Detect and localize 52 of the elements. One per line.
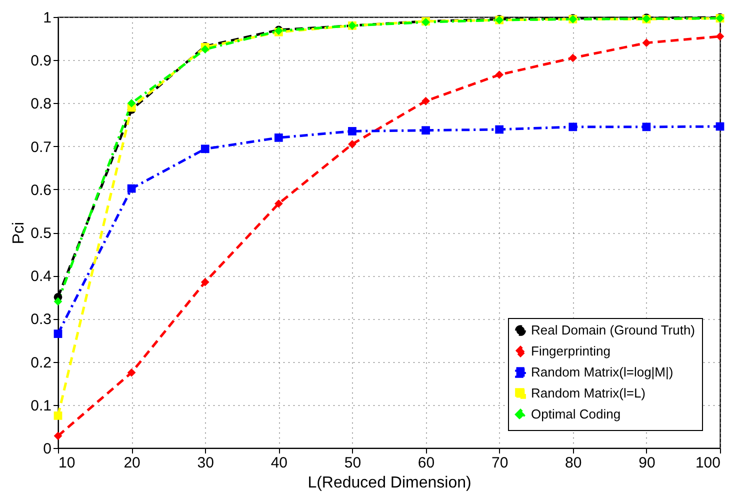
x-axis-title: L(Reduced Dimension) — [308, 474, 472, 492]
point — [54, 432, 62, 440]
x-tick-label: 100 — [695, 454, 720, 472]
point — [422, 96, 430, 106]
legend-label: Random Matrix(l=log|M|) — [531, 364, 674, 380]
point — [642, 38, 651, 48]
point — [127, 99, 136, 108]
point — [274, 199, 283, 208]
x-tick-label: 90 — [638, 454, 656, 472]
point — [127, 368, 136, 377]
y-tick-label: 1 — [43, 10, 52, 26]
point — [200, 278, 210, 286]
y-tick-label: 0.2 — [30, 354, 52, 372]
y-tick-label: 0 — [43, 440, 52, 458]
y-tick-label: 0.8 — [30, 96, 52, 113]
x-tick-label: 40 — [270, 454, 288, 472]
point — [568, 54, 578, 62]
legend-label: Fingerprinting — [531, 344, 610, 358]
y-axis-title: Pci — [10, 222, 28, 244]
legend-label: Random Matrix(l=L) — [531, 386, 646, 400]
point — [422, 126, 430, 135]
x-tick-label: 30 — [197, 454, 214, 472]
point — [348, 127, 356, 136]
point — [716, 32, 724, 41]
y-tick-label: 0.9 — [30, 52, 52, 70]
point — [716, 122, 724, 131]
legend-label: Optimal Coding — [531, 406, 621, 422]
point — [54, 330, 62, 338]
point — [54, 411, 62, 420]
point — [274, 133, 283, 142]
x-tick-label: 70 — [491, 454, 508, 472]
point — [642, 122, 651, 132]
x-tick-label: 50 — [344, 454, 362, 472]
point — [495, 125, 504, 134]
point — [568, 122, 578, 132]
point — [54, 297, 62, 306]
x-tick-label: 10 — [58, 454, 76, 472]
legend-label: Real Domain (Ground Truth) — [531, 322, 696, 338]
y-tick-label: 0.1 — [30, 397, 52, 414]
y-tick-label: 0.5 — [30, 225, 52, 242]
y-tick-label: 0.3 — [30, 311, 52, 328]
point — [200, 45, 210, 54]
x-tick-label: 80 — [565, 454, 582, 472]
x-tick-label: 60 — [418, 454, 435, 472]
point — [495, 70, 504, 79]
x-tick-label: 20 — [124, 454, 140, 472]
point — [348, 140, 356, 148]
y-tick-label: 0.4 — [30, 268, 52, 286]
point — [200, 144, 210, 154]
y-tick-label: 0.7 — [30, 138, 52, 156]
y-tick-label: 0.6 — [30, 182, 52, 199]
point — [127, 184, 136, 193]
